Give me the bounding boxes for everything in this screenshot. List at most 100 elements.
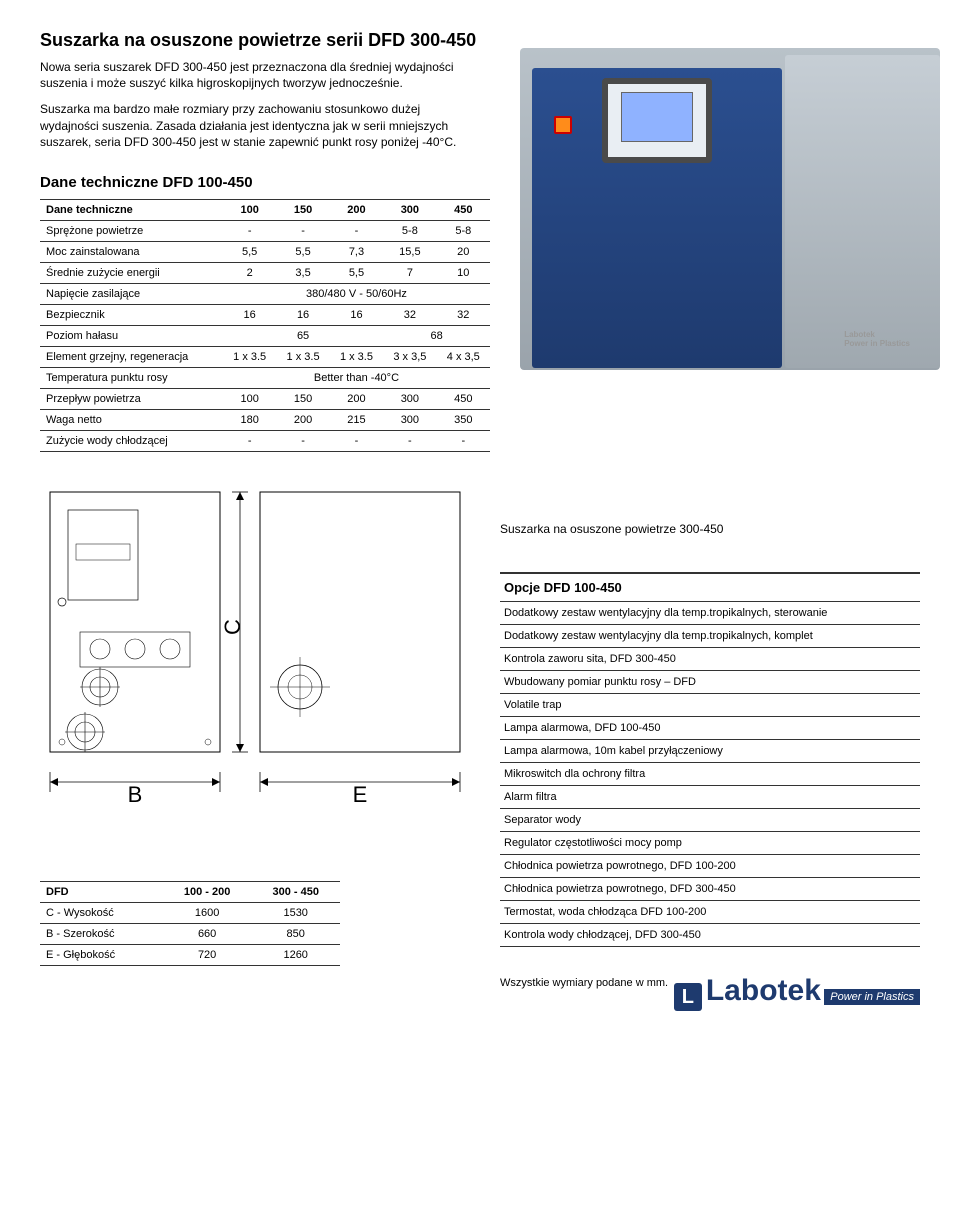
options-title: Opcje DFD 100-450 bbox=[500, 572, 920, 602]
footer-logo: LLabotek Power in Plastics bbox=[674, 974, 920, 1011]
option-item: Regulator częstotliwości mocy pomp bbox=[500, 832, 920, 855]
spec-cell: 16 bbox=[223, 304, 276, 325]
spec-cell: 2 bbox=[223, 262, 276, 283]
spec-cell: 450 bbox=[437, 388, 490, 409]
spec-cell: 300 bbox=[383, 409, 436, 430]
dim-cell: 1260 bbox=[251, 944, 340, 965]
dim-row-label: E - Głębokość bbox=[40, 944, 163, 965]
options-list: Dodatkowy zestaw wentylacyjny dla temp.t… bbox=[500, 602, 920, 947]
spec-cell: 5-8 bbox=[383, 220, 436, 241]
spec-header-label: Dane techniczne bbox=[40, 199, 223, 220]
image-caption: Suszarka na osuszone powietrze 300-450 bbox=[500, 522, 920, 536]
spec-row-label: Element grzejny, regeneracja bbox=[40, 346, 223, 367]
spec-row-label: Napięcie zasilające bbox=[40, 283, 223, 304]
spec-cell: 5,5 bbox=[276, 241, 329, 262]
spec-cell: 5,5 bbox=[330, 262, 383, 283]
spec-row-label: Zużycie wody chłodzącej bbox=[40, 430, 223, 451]
spec-cell: - bbox=[330, 220, 383, 241]
dim-label-e: E bbox=[353, 782, 368, 807]
product-image: Labotek Power in Plastics bbox=[520, 30, 940, 370]
spec-cell: 32 bbox=[437, 304, 490, 325]
option-item: Mikroswitch dla ochrony filtra bbox=[500, 763, 920, 786]
spec-cell: - bbox=[223, 430, 276, 451]
option-item: Alarm filtra bbox=[500, 786, 920, 809]
spec-col: 150 bbox=[276, 199, 329, 220]
spec-row-label: Poziom hałasu bbox=[40, 325, 223, 346]
spec-table: Dane techniczne 100 150 200 300 450 Sprę… bbox=[40, 199, 490, 452]
dim-header: DFD bbox=[40, 881, 163, 902]
spec-col: 300 bbox=[383, 199, 436, 220]
spec-cell: 300 bbox=[383, 388, 436, 409]
page-title: Suszarka na osuszone powietrze serii DFD… bbox=[40, 30, 490, 51]
spec-cell: - bbox=[383, 430, 436, 451]
option-item: Kontrola zaworu sita, DFD 300-450 bbox=[500, 648, 920, 671]
spec-cell: 15,5 bbox=[383, 241, 436, 262]
spec-cell: 200 bbox=[330, 388, 383, 409]
spec-cell: 5,5 bbox=[223, 241, 276, 262]
dimensions-table: DFD 100 - 200 300 - 450 C - Wysokość1600… bbox=[40, 881, 340, 966]
option-item: Separator wody bbox=[500, 809, 920, 832]
spec-cell: 180 bbox=[223, 409, 276, 430]
intro-p1: Nowa seria suszarek DFD 300-450 jest prz… bbox=[40, 59, 470, 91]
spec-cell: 20 bbox=[437, 241, 490, 262]
option-item: Lampa alarmowa, 10m kabel przyłączeniowy bbox=[500, 740, 920, 763]
spec-cell: 1 x 3.5 bbox=[223, 346, 276, 367]
spec-cell: 380/480 V - 50/60Hz bbox=[223, 283, 490, 304]
dim-row-label: C - Wysokość bbox=[40, 902, 163, 923]
spec-cell: 200 bbox=[276, 409, 329, 430]
dim-col: 300 - 450 bbox=[251, 881, 340, 902]
option-item: Termostat, woda chłodząca DFD 100-200 bbox=[500, 901, 920, 924]
spec-cell: - bbox=[276, 430, 329, 451]
spec-cell: - bbox=[330, 430, 383, 451]
option-item: Dodatkowy zestaw wentylacyjny dla temp.t… bbox=[500, 602, 920, 625]
dim-row-label: B - Szerokość bbox=[40, 923, 163, 944]
spec-cell: 1 x 3.5 bbox=[276, 346, 329, 367]
spec-cell: - bbox=[276, 220, 329, 241]
spec-cell: 7,3 bbox=[330, 241, 383, 262]
brand-on-machine: Labotek Power in Plastics bbox=[844, 330, 910, 348]
spec-cell: 16 bbox=[330, 304, 383, 325]
option-item: Chłodnica powietrza powrotnego, DFD 100-… bbox=[500, 855, 920, 878]
option-item: Chłodnica powietrza powrotnego, DFD 300-… bbox=[500, 878, 920, 901]
spec-row-label: Przepływ powietrza bbox=[40, 388, 223, 409]
dim-cell: 1600 bbox=[163, 902, 252, 923]
spec-row-label: Waga netto bbox=[40, 409, 223, 430]
spec-cell: 150 bbox=[276, 388, 329, 409]
spec-cell: 3 x 3,5 bbox=[383, 346, 436, 367]
dim-cell: 660 bbox=[163, 923, 252, 944]
option-item: Volatile trap bbox=[500, 694, 920, 717]
spec-cell: 32 bbox=[383, 304, 436, 325]
spec-col: 100 bbox=[223, 199, 276, 220]
spec-cell: 7 bbox=[383, 262, 436, 283]
spec-cell: - bbox=[437, 430, 490, 451]
dim-cell: 720 bbox=[163, 944, 252, 965]
dimension-diagram: B E C bbox=[40, 482, 470, 862]
spec-heading: Dane techniczne DFD 100-450 bbox=[40, 174, 490, 191]
spec-row-label: Średnie zużycie energii bbox=[40, 262, 223, 283]
spec-cell: 10 bbox=[437, 262, 490, 283]
spec-cell: 4 x 3,5 bbox=[437, 346, 490, 367]
spec-cell: 100 bbox=[223, 388, 276, 409]
spec-row-label: Moc zainstalowana bbox=[40, 241, 223, 262]
spec-cell: 3,5 bbox=[276, 262, 329, 283]
spec-cell: 5-8 bbox=[437, 220, 490, 241]
dim-cell: 1530 bbox=[251, 902, 340, 923]
dim-label-c: C bbox=[220, 619, 245, 635]
spec-cell: 16 bbox=[276, 304, 329, 325]
option-item: Wbudowany pomiar punktu rosy – DFD bbox=[500, 671, 920, 694]
spec-col: 200 bbox=[330, 199, 383, 220]
spec-row-label: Bezpiecznik bbox=[40, 304, 223, 325]
intro-p2: Suszarka ma bardzo małe rozmiary przy za… bbox=[40, 101, 470, 150]
spec-cell: - bbox=[223, 220, 276, 241]
dim-label-b: B bbox=[128, 782, 143, 807]
spec-cell: Better than -40°C bbox=[223, 367, 490, 388]
spec-cell: 68 bbox=[383, 325, 490, 346]
spec-cell: 1 x 3.5 bbox=[330, 346, 383, 367]
spec-row-label: Temperatura punktu rosy bbox=[40, 367, 223, 388]
option-item: Dodatkowy zestaw wentylacyjny dla temp.t… bbox=[500, 625, 920, 648]
option-item: Kontrola wody chłodzącej, DFD 300-450 bbox=[500, 924, 920, 947]
spec-cell: 65 bbox=[223, 325, 383, 346]
spec-row-label: Sprężone powietrze bbox=[40, 220, 223, 241]
spec-cell: 215 bbox=[330, 409, 383, 430]
spec-cell: 350 bbox=[437, 409, 490, 430]
